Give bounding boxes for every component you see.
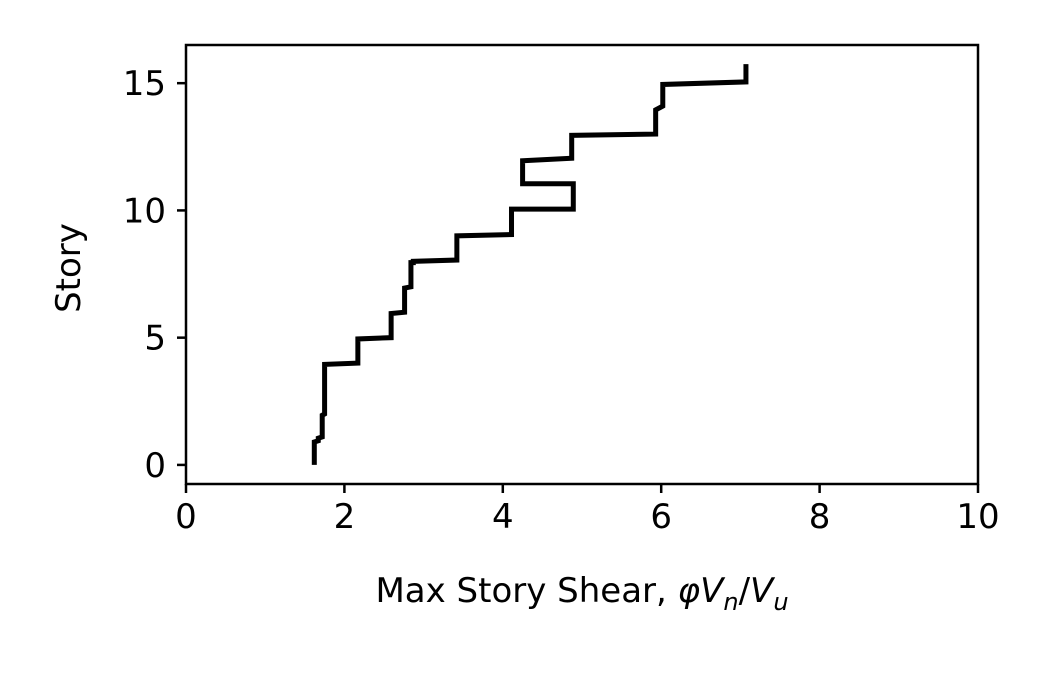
x-tick-label: 6: [650, 497, 672, 537]
x-axis-label-sub-u: u: [773, 588, 788, 616]
x-tick-label: 0: [175, 497, 197, 537]
y-tick-label: 0: [144, 446, 166, 486]
y-tick-label: 5: [144, 319, 166, 359]
series-line: [311, 64, 749, 465]
x-axis-label-sub-n: n: [723, 588, 738, 616]
y-axis: 0 5 10 15: [123, 64, 186, 486]
x-axis-label-phi: φ: [678, 571, 701, 611]
x-axis: 0 2 4 6 8 10: [175, 484, 1000, 537]
y-axis-label: Story: [49, 223, 89, 313]
y-tick-label: 10: [123, 191, 166, 231]
x-tick-label: 8: [809, 497, 831, 537]
x-axis-label-slash: /: [739, 571, 751, 611]
axes-frame: [184, 43, 980, 486]
x-tick-label: 4: [492, 497, 514, 537]
x-axis-label: Max Story Shear, φVn/Vu: [375, 571, 788, 616]
x-axis-label-v1: V: [700, 571, 726, 611]
x-axis-label-text: Max Story Shear,: [375, 571, 677, 611]
x-tick-label: 10: [956, 497, 999, 537]
x-tick-label: 2: [334, 497, 356, 537]
y-tick-label: 15: [123, 64, 166, 104]
plot-area: [311, 64, 749, 465]
x-axis-label-v2: V: [750, 571, 776, 611]
